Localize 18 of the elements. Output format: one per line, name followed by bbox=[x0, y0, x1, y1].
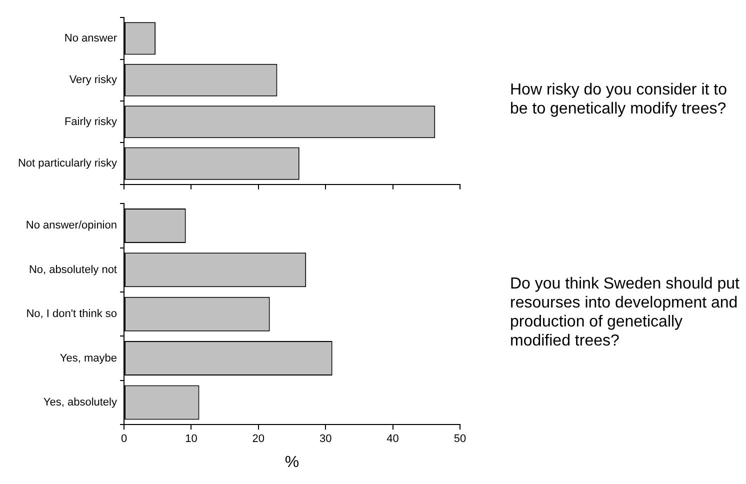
x-tick-label: 30 bbox=[319, 433, 332, 446]
x-tick-label: 50 bbox=[454, 433, 466, 446]
y-tick-label: Yes, maybe bbox=[60, 352, 117, 364]
y-tick-label: No answer/opinion bbox=[26, 220, 117, 232]
text: How risky do you consider it to be to genetically modify trees? bbox=[510, 81, 728, 118]
y-tick-label: Very risky bbox=[69, 74, 118, 86]
y-tick-label: Not particularly risky bbox=[18, 158, 118, 170]
x-tick-label: 10 bbox=[185, 433, 198, 446]
y-tick-label: No, I don't think so bbox=[26, 308, 117, 320]
x-tick-label: 20 bbox=[252, 433, 265, 446]
y-tick-label: Fairly risky bbox=[64, 116, 118, 128]
y-tick-label: Yes, absolutely bbox=[43, 396, 118, 409]
y-tick-label: No, absolutely not bbox=[28, 264, 117, 276]
x-tick-label: 40 bbox=[386, 433, 399, 446]
y-tick-label: No answer bbox=[64, 32, 118, 44]
x-axis-title: % bbox=[284, 454, 300, 471]
x-tick-label: 0 bbox=[120, 433, 128, 446]
text: Do you think Sweden should put resourses into development and production of genetically modified trees? bbox=[510, 276, 740, 350]
